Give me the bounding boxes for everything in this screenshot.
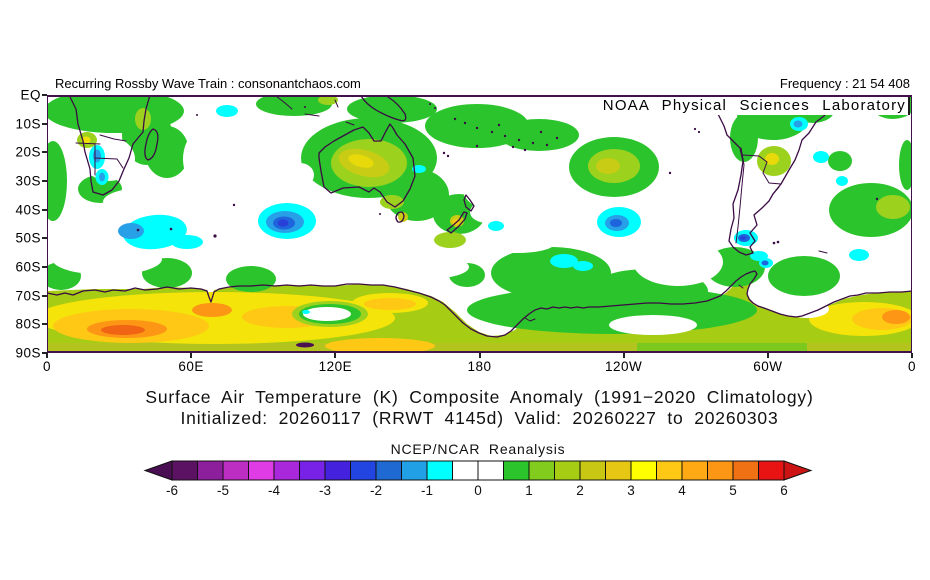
lon-axis-label: 60W — [753, 359, 783, 374]
colorbar-tick-label: 4 — [678, 483, 686, 498]
colorbar-segment — [579, 460, 606, 481]
colorbar-segment — [681, 460, 708, 481]
colorbar-segment — [401, 460, 428, 481]
lat-axis-label: 50S — [15, 230, 41, 246]
colorbar-segment — [503, 460, 530, 481]
colorbar-segment — [426, 460, 453, 481]
colorbar-segment — [171, 460, 198, 481]
lat-axis-tick — [42, 237, 47, 240]
chart-subtitle: Initialized: 20260117 (RRWT 4145d) Valid… — [180, 408, 779, 428]
colorbar-tick-label: 3 — [627, 483, 635, 498]
colorbar-tick-label: 2 — [576, 483, 584, 498]
lat-axis-tick — [42, 208, 47, 211]
colorbar-segment — [324, 460, 351, 481]
lat-axis-label: 70S — [15, 287, 41, 303]
colorbar-arrow — [143, 460, 173, 481]
colorbar-segment — [630, 460, 657, 481]
lat-axis-label: 80S — [15, 316, 41, 332]
lat-axis-label: 30S — [15, 173, 41, 189]
colorbar-segment — [273, 460, 300, 481]
colorbar-segment — [732, 460, 759, 481]
colorbar-segment — [605, 460, 632, 481]
lon-axis-label: 120W — [605, 359, 643, 374]
colorbar-segment — [528, 460, 555, 481]
negative-anomaly-regions — [89, 99, 869, 271]
lon-axis-label: 60E — [178, 359, 204, 374]
colorbar-segment — [656, 460, 683, 481]
lon-axis-label: 180 — [467, 359, 492, 374]
island-dots — [136, 103, 879, 245]
lat-axis-tick — [42, 294, 47, 297]
lat-axis-tick — [42, 94, 47, 96]
colorbar-tick-label: -5 — [216, 483, 229, 498]
lat-axis-label: 90S — [15, 345, 41, 361]
lat-axis-label: 60S — [15, 259, 41, 275]
colorbar-tick-label: -2 — [369, 483, 382, 498]
lat-axis-tick — [42, 323, 47, 326]
lat-axis-label: EQ — [20, 87, 41, 103]
lon-axis-label: 0 — [907, 359, 916, 374]
colorbar-segment — [758, 460, 785, 481]
lon-axis-tick — [478, 353, 481, 358]
noaa-watermark: NOAA Physical Sciences Laboratory — [594, 97, 910, 115]
lat-axis-tick — [42, 180, 47, 182]
lat-axis-label: 20S — [15, 144, 41, 160]
lat-axis-tick — [42, 352, 47, 354]
colorbar-segment — [350, 460, 377, 481]
lat-axis-label: 40S — [15, 201, 41, 217]
colorbar-tick-label: -1 — [420, 483, 433, 498]
lon-axis-tick — [766, 353, 769, 358]
lat-axis-tick — [42, 266, 47, 268]
colorbar-segment — [554, 460, 581, 481]
colorbar-tick-label: 5 — [729, 483, 737, 498]
colorbar-segment — [707, 460, 734, 481]
lon-axis-tick — [622, 353, 625, 358]
lon-axis-tick — [911, 353, 913, 358]
colorbar-tick-label: -6 — [165, 483, 178, 498]
frequency-label: Frequency : 21 54 408 — [779, 76, 910, 91]
colorbar-label: NCEP/NCAR Reanalysis — [390, 441, 566, 457]
colorbar-segment — [452, 460, 479, 481]
lat-axis-tick — [42, 151, 47, 154]
map-border — [47, 95, 912, 353]
lat-axis-tick — [42, 122, 47, 125]
chart-title: Surface Air Temperature (K) Composite An… — [145, 387, 814, 407]
anomaly-map — [47, 95, 912, 353]
colorbar-tick-label: 0 — [474, 483, 482, 498]
colorbar-tick-label: -4 — [267, 483, 280, 498]
lon-axis-tick — [190, 353, 193, 358]
colorbar-segment — [248, 460, 275, 481]
coastlines — [47, 95, 912, 338]
colorbar-tick-label: -3 — [318, 483, 331, 498]
neutral-regions — [52, 99, 877, 286]
lon-axis-tick — [334, 353, 337, 358]
lon-axis-tick — [46, 353, 48, 358]
lon-axis-label: 120E — [318, 359, 353, 374]
map-credit-text: Recurring Rossby Wave Train : consonantc… — [55, 76, 361, 91]
colorbar-tick-label: 6 — [780, 483, 788, 498]
colorbar-segment — [375, 460, 402, 481]
colorbar-segment — [299, 460, 326, 481]
colorbar-arrow — [783, 460, 813, 481]
colorbar-segment — [222, 460, 249, 481]
colorbar-tick-label: 1 — [525, 483, 533, 498]
colorbar-segment — [197, 460, 224, 481]
colorbar-svg — [143, 460, 813, 481]
lat-axis-label: 10S — [15, 115, 41, 131]
lon-axis-label: 0 — [42, 359, 51, 374]
anomaly-map-svg — [47, 95, 912, 353]
colorbar-segment — [477, 460, 504, 481]
